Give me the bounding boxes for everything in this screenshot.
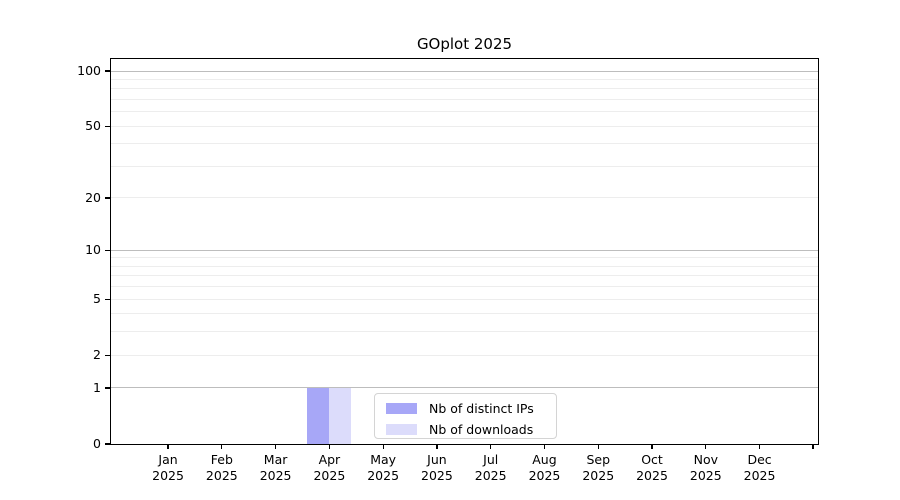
x-axis-tick-label: Sep 2025 [582,452,615,483]
x-axis-tick [543,444,546,449]
x-axis-tick [221,444,223,449]
minor-gridline [111,313,818,315]
minor-gridline [111,265,818,267]
minor-gridline [111,197,818,199]
x-axis-tick [436,444,438,449]
x-axis-tick [812,444,814,449]
y-axis-tick-label: 50 [85,118,101,134]
x-axis-tick-label: Jul 2025 [474,452,507,483]
x-axis-tick-label: Oct 2025 [636,452,668,483]
y-axis-tick [105,443,111,445]
legend-label-downloads: Nb of downloads [429,421,534,437]
chart-title: GOplot 2025 [416,35,513,53]
minor-gridline [111,286,818,288]
x-axis-tick [705,444,707,449]
minor-gridline [111,111,818,113]
x-axis-tick-label: May 2025 [367,452,400,483]
y-axis-tick-label: 20 [85,189,101,205]
minor-gridline [111,165,818,167]
y-axis-tick [105,197,111,199]
minor-gridline [111,98,818,100]
minor-gridline [111,125,818,127]
minor-gridline [111,88,818,90]
legend: Nb of distinct IPs Nb of downloads [374,393,557,439]
x-axis-tick-label: Aug 2025 [528,452,561,483]
minor-gridline [111,78,818,80]
x-axis-tick [382,444,384,449]
minor-gridline [111,298,818,300]
x-axis-tick-label: Nov 2025 [689,452,722,483]
legend-item-distinct-ips: Nb of distinct IPs [386,400,556,417]
y-axis-tick [105,249,111,251]
major-gridline [111,387,818,389]
x-axis-tick [328,444,331,449]
legend-swatch-downloads [386,424,417,435]
y-axis-tick-label: 10 [85,242,101,258]
minor-gridline [111,354,818,356]
legend-label-distinct-ips: Nb of distinct IPs [429,400,534,416]
minor-gridline [111,331,818,333]
x-axis-tick [167,444,169,449]
bar-nb-of-downloads [329,387,352,444]
legend-item-downloads: Nb of downloads [386,421,556,438]
y-axis-tick-label: 0 [93,436,101,451]
y-axis-tick [105,387,111,389]
y-axis-tick-label: 100 [77,63,101,78]
x-axis-tick [651,444,653,449]
x-axis-tick-label: Mar 2025 [259,452,292,483]
y-axis-tick [105,70,111,72]
minor-gridline [111,257,818,259]
major-gridline [111,249,818,251]
plot-area: GOplot 2025 0 1 2 5 10 20 50 100 Jan 2025 Feb 20… [77,35,819,483]
y-axis-tick-label: 5 [93,291,101,307]
x-axis-tick [274,444,277,449]
y-axis-tick [105,354,111,356]
legend-swatch-distinct-ips [386,403,417,414]
y-axis-tick [105,125,111,127]
x-axis-tick [490,444,492,449]
y-axis-tick-label: 1 [93,379,101,395]
x-axis-tick-label: Feb 2025 [205,452,238,483]
minor-gridline [111,143,818,145]
x-axis-tick-label: Dec 2025 [743,452,776,483]
y-axis-tick-label: 2 [93,347,101,363]
y-axis-tick [105,298,111,300]
x-axis-tick [597,444,599,449]
bar-nb-of-distinct-ips [307,387,330,444]
x-axis-tick-label: Apr 2025 [313,452,346,483]
minor-gridline [111,275,818,277]
major-gridline [111,70,818,72]
x-axis-tick [758,444,761,449]
x-axis-tick-label: Jun 2025 [421,452,453,483]
x-axis-tick-label: Jan 2025 [152,452,184,483]
